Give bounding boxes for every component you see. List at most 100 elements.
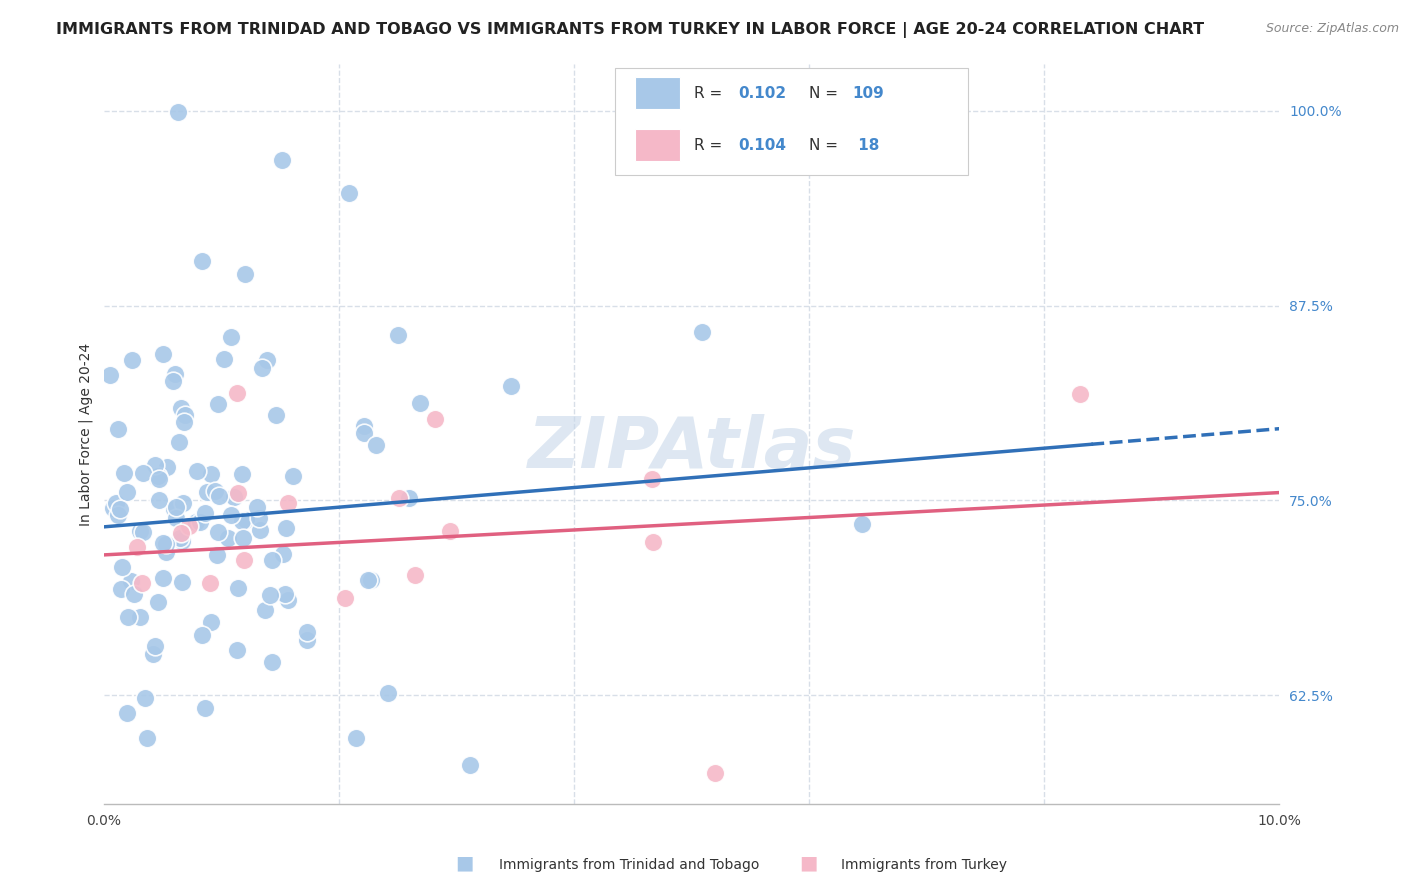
Point	[98, 368, 121, 382]
Point	[232, 531, 254, 545]
Point	[226, 581, 249, 595]
Point	[170, 401, 193, 415]
Point	[111, 559, 134, 574]
Point	[360, 573, 382, 587]
Point	[162, 374, 184, 388]
Point	[233, 552, 256, 566]
Point	[124, 586, 146, 600]
Point	[641, 472, 664, 486]
Point	[231, 514, 253, 528]
Text: IMMIGRANTS FROM TRINIDAD AND TOBAGO VS IMMIGRANTS FROM TURKEY IN LABOR FORCE | A: IMMIGRANTS FROM TRINIDAD AND TOBAGO VS I…	[56, 22, 1205, 38]
Point	[439, 524, 461, 539]
Point	[387, 328, 409, 343]
Point	[200, 467, 222, 481]
Text: 18: 18	[852, 138, 879, 153]
Point	[259, 588, 281, 602]
Point	[134, 690, 156, 705]
Point	[115, 706, 138, 720]
Point	[404, 568, 426, 582]
Point	[226, 642, 249, 657]
Point	[262, 655, 284, 669]
Point	[423, 412, 446, 426]
Point	[353, 418, 375, 433]
Point	[208, 489, 231, 503]
Point	[277, 592, 299, 607]
Point	[152, 536, 174, 550]
Point	[207, 397, 229, 411]
Point	[108, 502, 131, 516]
Point	[132, 525, 155, 540]
Point	[274, 521, 297, 535]
Point	[200, 575, 222, 590]
Point	[191, 254, 214, 268]
Point	[295, 625, 318, 640]
Point	[217, 531, 239, 545]
Point	[172, 574, 194, 589]
Point	[148, 473, 170, 487]
FancyBboxPatch shape	[636, 78, 681, 110]
Point	[169, 434, 191, 449]
Point	[344, 731, 367, 746]
Point	[260, 553, 283, 567]
Point	[249, 523, 271, 537]
Point	[143, 458, 166, 472]
Point	[195, 484, 218, 499]
Point	[377, 686, 399, 700]
Point	[264, 408, 287, 422]
Point	[256, 353, 278, 368]
FancyBboxPatch shape	[616, 68, 967, 175]
Point	[408, 396, 430, 410]
Point	[643, 535, 665, 549]
Point	[107, 508, 129, 522]
Text: N =: N =	[810, 86, 838, 101]
Point	[851, 517, 873, 532]
Point	[205, 548, 228, 562]
Point	[172, 533, 194, 548]
Point	[226, 486, 249, 500]
Text: Immigrants from Turkey: Immigrants from Turkey	[841, 858, 1007, 872]
Point	[155, 545, 177, 559]
Text: 0.104: 0.104	[738, 138, 787, 153]
Text: Source: ZipAtlas.com: Source: ZipAtlas.com	[1265, 22, 1399, 36]
Point	[163, 502, 186, 516]
Point	[155, 537, 177, 551]
Point	[388, 491, 411, 506]
Point	[165, 510, 187, 524]
Point	[690, 325, 713, 339]
Point	[271, 153, 294, 168]
Text: R =: R =	[695, 138, 723, 153]
Point	[219, 330, 242, 344]
Point	[117, 610, 139, 624]
Point	[112, 467, 135, 481]
Point	[101, 500, 124, 515]
Point	[121, 353, 143, 368]
Point	[131, 575, 153, 590]
Point	[219, 508, 242, 522]
Point	[177, 519, 200, 533]
Point	[167, 105, 190, 120]
Text: N =: N =	[810, 138, 838, 153]
Point	[105, 496, 128, 510]
Point	[194, 701, 217, 715]
Point	[212, 352, 235, 367]
Point	[333, 591, 356, 605]
Point	[156, 460, 179, 475]
Text: ZIPAtlas: ZIPAtlas	[527, 415, 856, 483]
Point	[142, 647, 165, 661]
Point	[186, 464, 208, 478]
Point	[148, 492, 170, 507]
Point	[117, 485, 139, 500]
Point	[225, 385, 247, 400]
Point	[188, 515, 211, 529]
Text: Immigrants from Trinidad and Tobago: Immigrants from Trinidad and Tobago	[499, 858, 759, 872]
Point	[233, 267, 256, 281]
Point	[398, 491, 420, 505]
Point	[200, 615, 222, 629]
Text: 109: 109	[852, 86, 884, 101]
Point	[204, 484, 226, 499]
Point	[110, 582, 132, 596]
Point	[191, 628, 214, 642]
Point	[125, 540, 148, 554]
Point	[107, 422, 129, 436]
Point	[297, 633, 319, 648]
